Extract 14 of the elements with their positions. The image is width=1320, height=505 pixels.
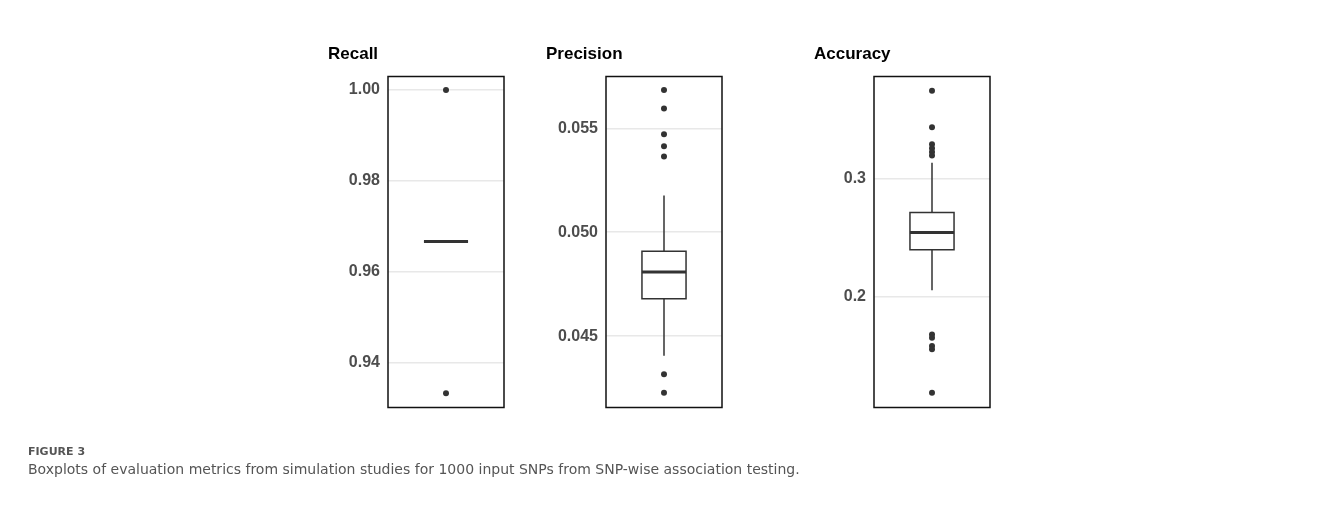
chart-title: Precision [546,43,623,63]
y-tick-label: 0.98 [348,171,381,189]
chart-title: Accuracy [814,43,892,63]
y-tick-label: 0.055 [557,118,599,136]
y-tick-label: 0.96 [348,262,381,280]
y-tick-label: 0.045 [557,326,599,344]
y-tick-label: 0.2 [843,287,867,305]
y-tick-label: 0.050 [557,222,599,240]
y-tick-label: 0.3 [843,169,867,187]
chart-title: Recall [328,43,379,63]
text: Boxplots of evaluation metrics from simulation studies for 1000 input SNPs from SNP-wise association testing. [28,461,800,477]
y-tick-label: 1.00 [348,80,381,98]
y-tick-label: 0.94 [348,353,381,371]
caption: FIGURE 3 [28,445,87,458]
